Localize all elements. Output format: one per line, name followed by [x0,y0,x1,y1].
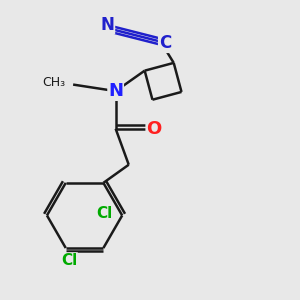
Text: N: N [108,82,123,100]
Text: Cl: Cl [61,253,77,268]
Text: O: O [146,120,162,138]
Text: C: C [159,34,171,52]
Text: CH₃: CH₃ [42,76,65,89]
Text: Cl: Cl [96,206,112,221]
Text: N: N [100,16,114,34]
